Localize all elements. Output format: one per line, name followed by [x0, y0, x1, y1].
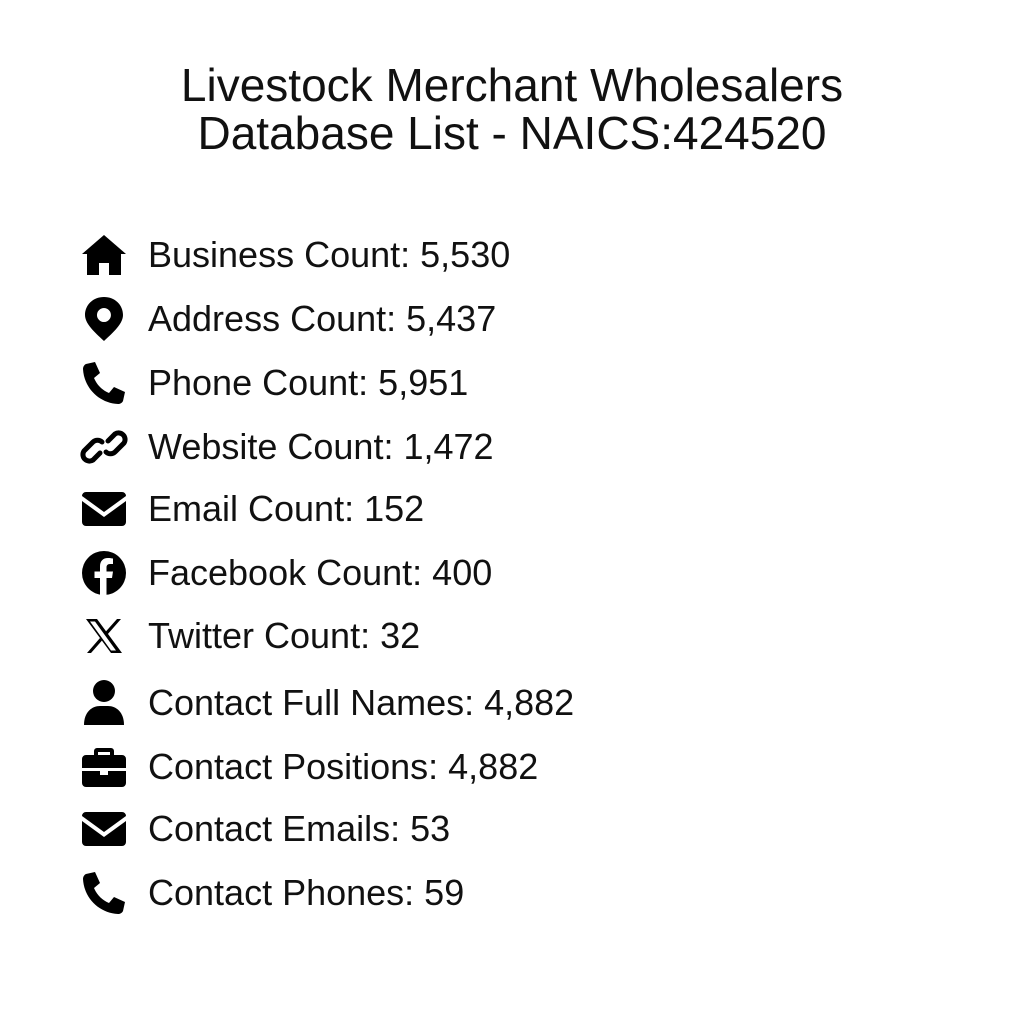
- x-twitter-icon: [78, 610, 130, 662]
- briefcase-icon: [78, 741, 130, 793]
- stat-twitter-count: Twitter Count: 32: [78, 610, 420, 662]
- stat-business-count: Business Count: 5,530: [78, 229, 510, 281]
- stat-label: Contact Phones: 59: [148, 872, 465, 913]
- user-icon: [78, 677, 130, 729]
- stat-email-count: Email Count: 152: [78, 483, 424, 535]
- stat-contact-full-names: Contact Full Names: 4,882: [78, 677, 574, 729]
- stat-facebook-count: Facebook Count: 400: [78, 547, 492, 599]
- stat-contact-positions: Contact Positions: 4,882: [78, 741, 538, 793]
- facebook-icon: [78, 547, 130, 599]
- stat-phone-count: Phone Count: 5,951: [78, 357, 468, 409]
- map-pin-icon: [78, 293, 130, 345]
- stat-contact-emails: Contact Emails: 53: [78, 803, 450, 855]
- stat-label: Phone Count: 5,951: [148, 362, 469, 403]
- phone-icon: [78, 867, 130, 919]
- stat-label: Business Count: 5,530: [148, 234, 511, 275]
- envelope-icon: [78, 483, 130, 535]
- stat-website-count: Website Count: 1,472: [78, 421, 494, 473]
- stat-label: Email Count: 152: [148, 488, 425, 529]
- stat-label: Contact Positions: 4,882: [148, 746, 539, 787]
- stat-label: Facebook Count: 400: [148, 552, 493, 593]
- phone-icon: [78, 357, 130, 409]
- stat-label: Contact Emails: 53: [148, 808, 451, 849]
- stat-label: Contact Full Names: 4,882: [148, 682, 575, 723]
- home-icon: [78, 229, 130, 281]
- stat-address-count: Address Count: 5,437: [78, 293, 496, 345]
- stat-label: Website Count: 1,472: [148, 426, 494, 467]
- page-title-line-1: Livestock Merchant Wholesalers: [180, 59, 844, 111]
- envelope-icon: [78, 803, 130, 855]
- stat-label: Address Count: 5,437: [148, 298, 497, 339]
- page-title-line-2: Database List - NAICS:424520: [197, 107, 827, 159]
- link-icon: [78, 421, 130, 473]
- stat-label: Twitter Count: 32: [148, 615, 421, 656]
- stat-contact-phones: Contact Phones: 59: [78, 867, 464, 919]
